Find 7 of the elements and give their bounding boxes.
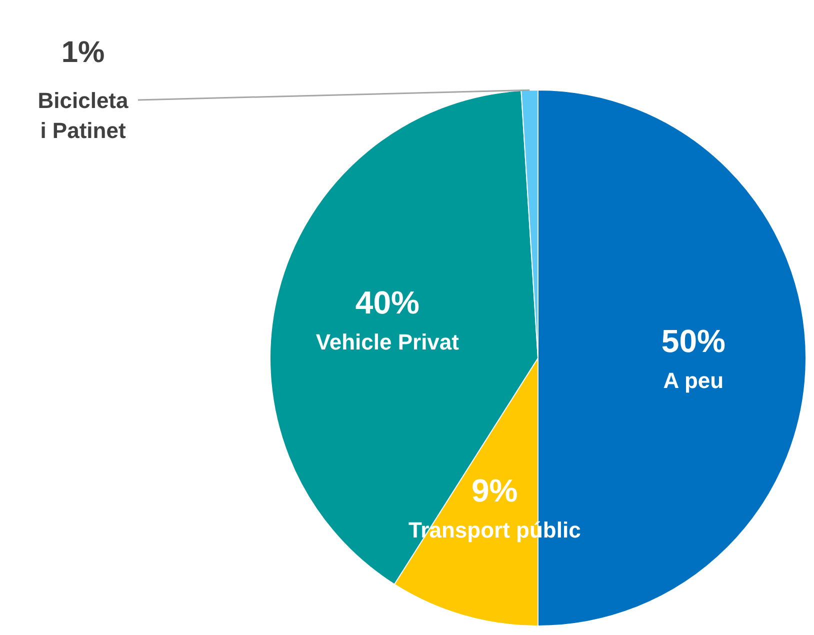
slice-label: Bicicleta i Patinet [38,88,130,143]
slice-label: Vehicle Privat [316,329,460,354]
slice-label: A peu [663,368,724,393]
data-label: 9% [472,472,518,508]
data-label: 1% [61,36,105,69]
data-label: 40% [355,284,420,320]
data-label: 50% [661,323,726,359]
